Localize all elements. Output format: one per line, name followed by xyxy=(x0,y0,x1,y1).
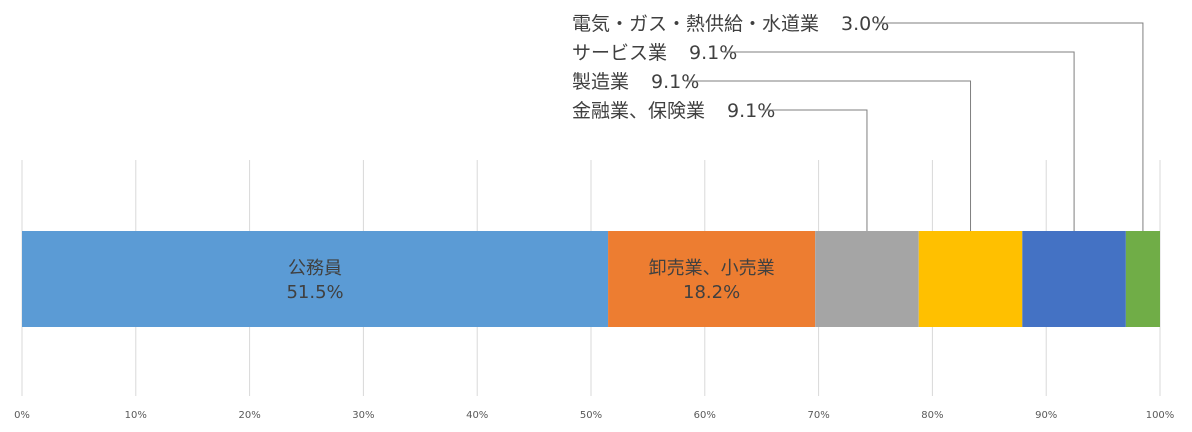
leader-line xyxy=(723,51,1075,231)
segment-value-label: 51.5% xyxy=(286,282,343,303)
callout-category: 電気・ガス・熱供給・水道業 xyxy=(572,13,819,35)
segment-category-label: 公務員 xyxy=(288,258,342,279)
callout-label: 製造業 9.1% xyxy=(572,71,699,93)
x-tick-label: 80% xyxy=(921,410,943,421)
callout-category: 金融業、保険業 xyxy=(572,100,705,122)
callout-label: サービス業 9.1% xyxy=(572,42,737,64)
x-tick-label: 20% xyxy=(238,410,260,421)
leader-line xyxy=(875,22,1144,231)
x-tick-label: 100% xyxy=(1146,410,1175,421)
x-tick-label: 90% xyxy=(1035,410,1057,421)
x-axis-tick-labels: 0% 10% 20% 30% 40% 50% 60% 70% 80% 90% 100% xyxy=(14,410,1174,421)
x-tick-label: 70% xyxy=(807,410,829,421)
data-labels: 公務員 51.5% 卸売業、小売業 18.2% 電気・ガス・熱供給・水道業 3.0% サービ… xyxy=(286,13,889,303)
segment-category-label: 卸売業、小売業 xyxy=(649,258,775,279)
x-tick-label: 0% xyxy=(14,410,30,421)
bar-segment xyxy=(918,231,1023,327)
callout-value: 9.1% xyxy=(689,42,737,64)
callout-value: 9.1% xyxy=(651,71,699,93)
segment-value-label: 18.2% xyxy=(683,282,740,303)
x-tick-label: 60% xyxy=(694,410,716,421)
callout-category: サービス業 xyxy=(572,42,667,64)
bar-segment xyxy=(608,231,816,327)
leader-line xyxy=(685,80,972,231)
callout-label: 電気・ガス・熱供給・水道業 3.0% xyxy=(572,13,889,35)
callout-category: 製造業 xyxy=(572,71,629,93)
x-tick-label: 10% xyxy=(125,410,147,421)
bar-segment xyxy=(815,231,919,327)
x-tick-label: 30% xyxy=(352,410,374,421)
callout-value: 3.0% xyxy=(841,13,889,35)
bar-segment xyxy=(1125,231,1160,327)
bar-segment xyxy=(1022,231,1126,327)
leader-line xyxy=(761,109,868,231)
x-tick-label: 50% xyxy=(580,410,602,421)
leader-lines xyxy=(685,22,1144,231)
bar-segment xyxy=(22,231,609,327)
x-tick-label: 40% xyxy=(466,410,488,421)
callout-value: 9.1% xyxy=(727,100,775,122)
bar-segments xyxy=(22,231,1160,327)
callout-label: 金融業、保険業 9.1% xyxy=(572,100,775,122)
